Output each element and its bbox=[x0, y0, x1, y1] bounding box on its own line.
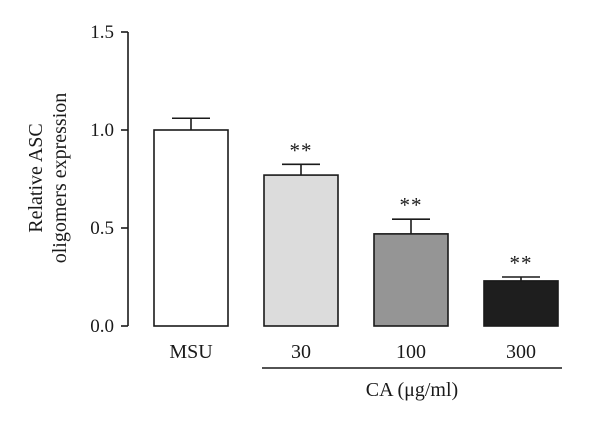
y-tick-label: 1.0 bbox=[90, 120, 114, 141]
x-axis-label: CA (μg/ml) bbox=[366, 379, 458, 401]
x-tick-label-30: 30 bbox=[291, 341, 311, 363]
x-tick-label-100: 100 bbox=[396, 341, 426, 363]
significance-marker: ** bbox=[400, 193, 423, 217]
x-tick-label-MSU: MSU bbox=[169, 341, 213, 363]
bar-30 bbox=[263, 174, 339, 327]
bar-100 bbox=[373, 233, 449, 327]
y-tick-label: 1.5 bbox=[90, 22, 114, 43]
y-axis-label-line-2: oligomers expression bbox=[49, 93, 71, 264]
x-tick-label-300: 300 bbox=[506, 341, 536, 363]
significance-marker: ** bbox=[510, 251, 533, 275]
bar-MSU bbox=[153, 129, 229, 327]
significance-marker: ** bbox=[290, 138, 313, 162]
bar-300 bbox=[483, 280, 559, 327]
y-tick-label: 0.0 bbox=[90, 316, 114, 337]
x-axis-tick-labels: MSU 30 100 300 bbox=[169, 341, 536, 363]
bars: ** ** ** bbox=[153, 117, 559, 327]
y-tick-label: 0.5 bbox=[90, 218, 114, 239]
y-axis-label-line-1: Relative ASC bbox=[25, 123, 47, 232]
y-axis-label: Relative ASC oligomers expression bbox=[25, 93, 71, 264]
axes: 0.0 0.5 1.0 1.5 bbox=[90, 22, 129, 337]
group-bracket: CA (μg/ml) bbox=[262, 367, 562, 401]
